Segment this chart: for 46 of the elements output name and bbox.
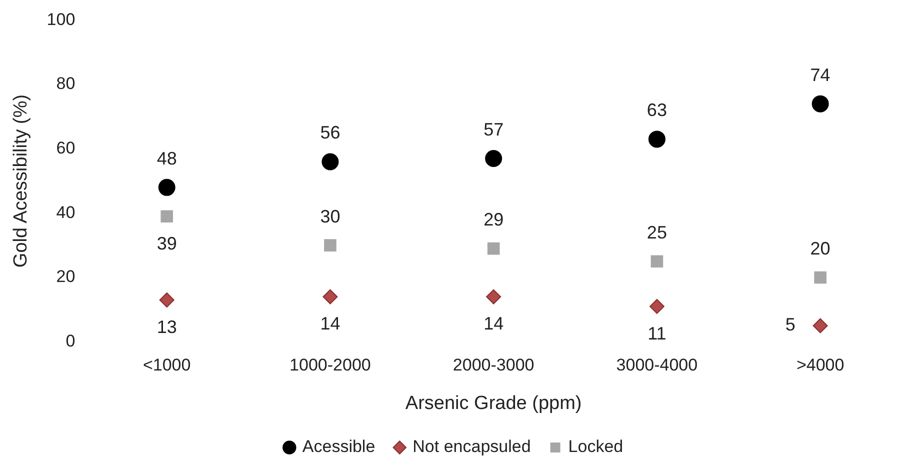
point: [487, 242, 500, 255]
y-tick-label: 20: [56, 267, 76, 286]
x-tick-label: 3000-4000: [616, 356, 698, 375]
data-label: 29: [484, 210, 504, 230]
data-label: 20: [810, 238, 830, 258]
x-tick-label: <1000: [142, 356, 191, 375]
point: [812, 95, 829, 112]
data-label: 57: [484, 119, 504, 140]
data-label: 48: [156, 148, 177, 168]
data-label: 39: [156, 233, 177, 254]
point: [486, 289, 502, 304]
legend-label: Acessible: [302, 437, 376, 456]
x-axis-title: Arsenic Grade (ppm): [405, 392, 582, 414]
point: [485, 150, 502, 167]
point: [649, 298, 664, 314]
data-label: 56: [320, 122, 340, 143]
data-label: 14: [320, 314, 340, 334]
point: [322, 289, 338, 304]
y-tick-label: 100: [46, 10, 76, 29]
point: [322, 153, 339, 170]
point: [159, 292, 174, 308]
x-tick-label: >4000: [796, 356, 844, 375]
point: [814, 271, 826, 284]
x-tick-label: 2000-3000: [452, 356, 534, 375]
legend-label: Not encapsuled: [412, 437, 531, 456]
point: [650, 255, 664, 268]
y-tick-label: 40: [56, 202, 76, 222]
y-tick-label: 60: [56, 138, 76, 158]
point: [160, 210, 174, 223]
data-label: 13: [156, 316, 177, 337]
data-label: 11: [648, 323, 666, 344]
point: [324, 239, 336, 252]
point: [158, 178, 176, 196]
data-label: 5: [785, 314, 796, 335]
point: [648, 130, 666, 148]
data-label: 25: [646, 222, 667, 242]
data-label: 14: [484, 314, 504, 334]
data-label: 74: [810, 64, 830, 85]
data-label: 30: [320, 206, 340, 226]
y-tick-label: 0: [66, 331, 76, 350]
legend-label: Locked: [568, 437, 624, 456]
y-axis-title: Gold Acessibility (%): [10, 94, 32, 268]
point: [812, 318, 828, 334]
x-tick-label: 1000-2000: [290, 356, 371, 375]
data-label: 63: [646, 100, 667, 120]
y-tick-label: 80: [56, 74, 76, 94]
